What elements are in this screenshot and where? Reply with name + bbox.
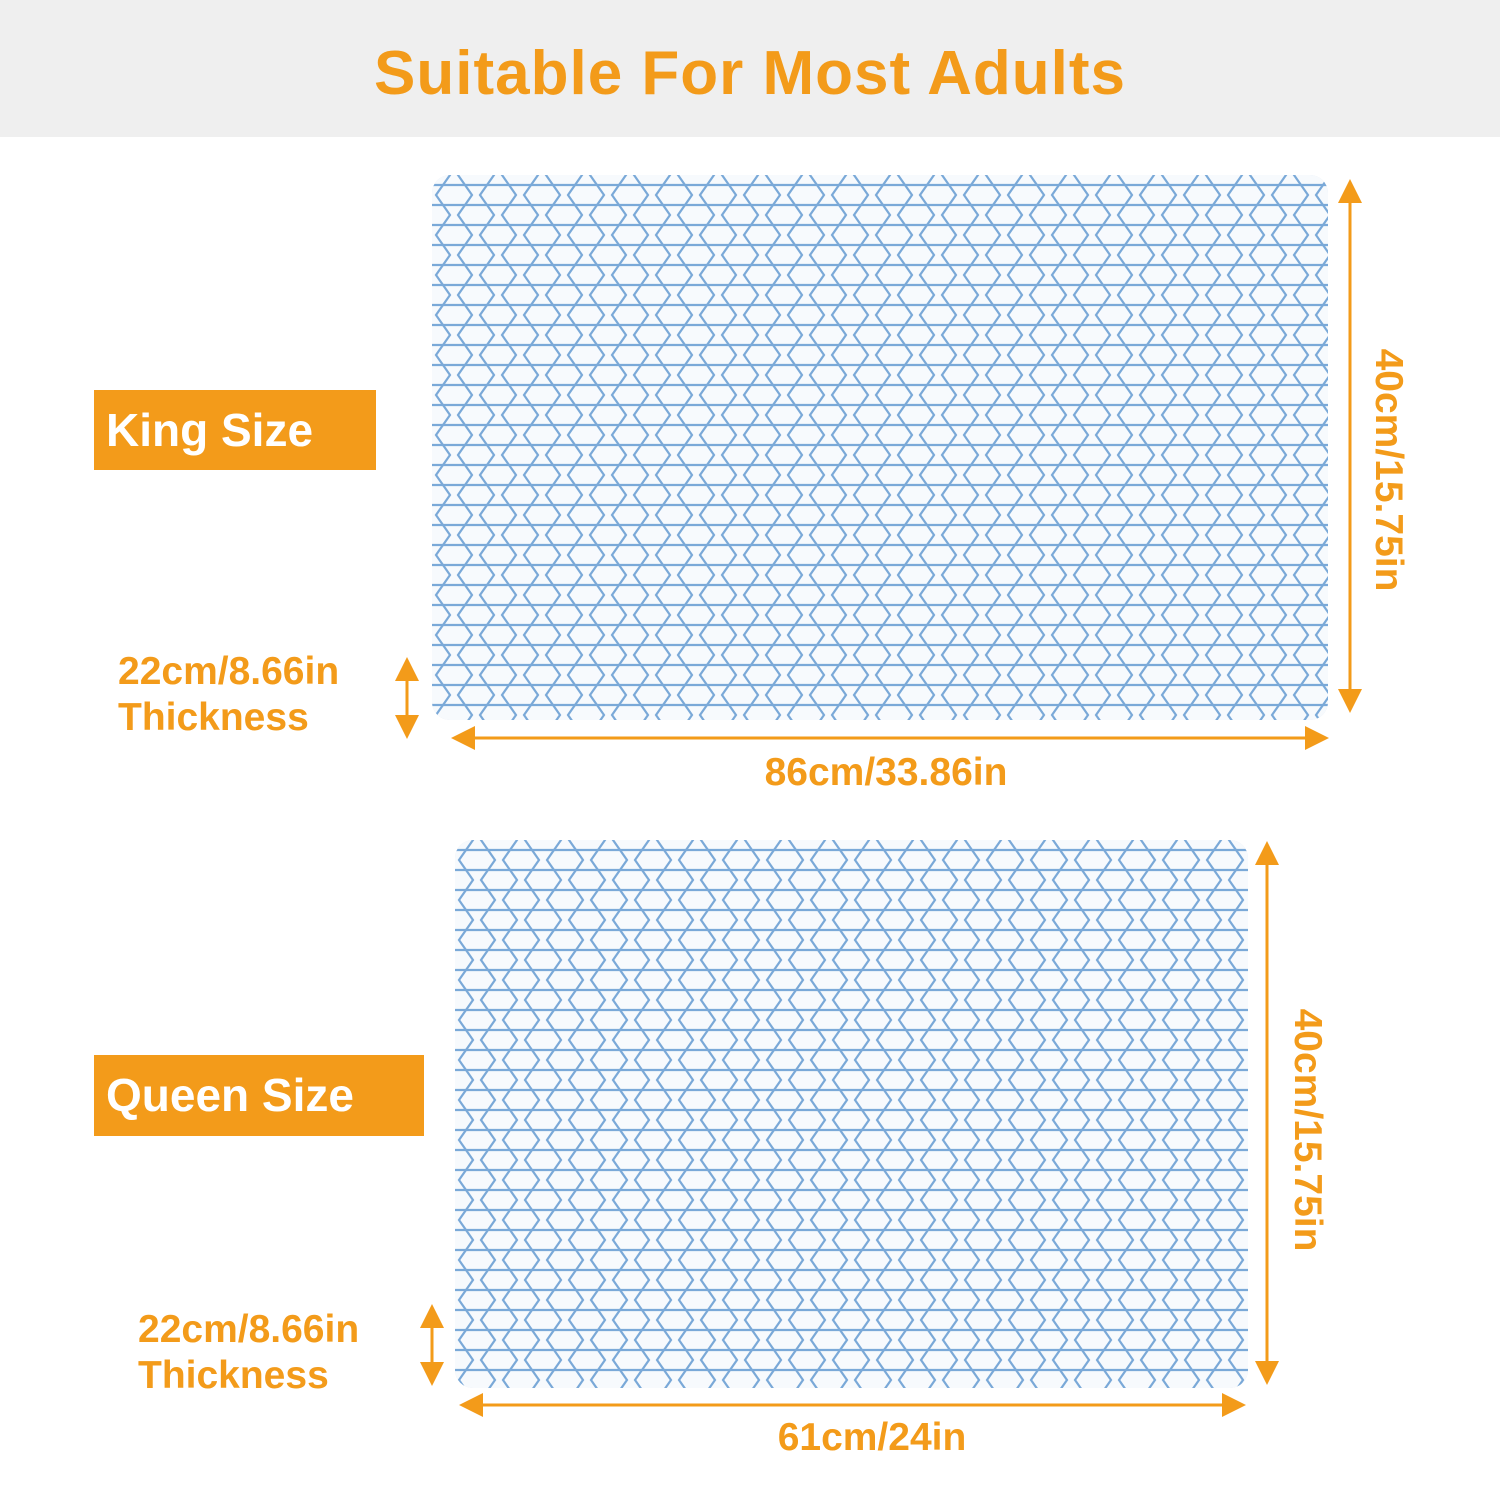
king-size-label: King Size — [94, 390, 376, 470]
queen-height-label: 40cm/15.75in — [1286, 1008, 1329, 1252]
king-thickness-value: 22cm/8.66in — [118, 650, 340, 693]
header-band — [0, 0, 1500, 137]
queen-width-label: 61cm/24in — [777, 1416, 967, 1459]
queen-pillow-image — [455, 840, 1248, 1388]
king-thickness-label: Thickness — [118, 696, 309, 739]
king-height-label: 40cm/15.75in — [1367, 348, 1410, 592]
queen-size-label: Queen Size — [94, 1055, 424, 1136]
queen-thickness-value: 22cm/8.66in — [138, 1308, 360, 1351]
king-width-label: 86cm/33.86in — [764, 751, 1008, 794]
page-title: Suitable For Most Adults — [374, 39, 1126, 108]
queen-thickness-label: Thickness — [138, 1354, 329, 1397]
king-pillow-image — [432, 175, 1328, 720]
